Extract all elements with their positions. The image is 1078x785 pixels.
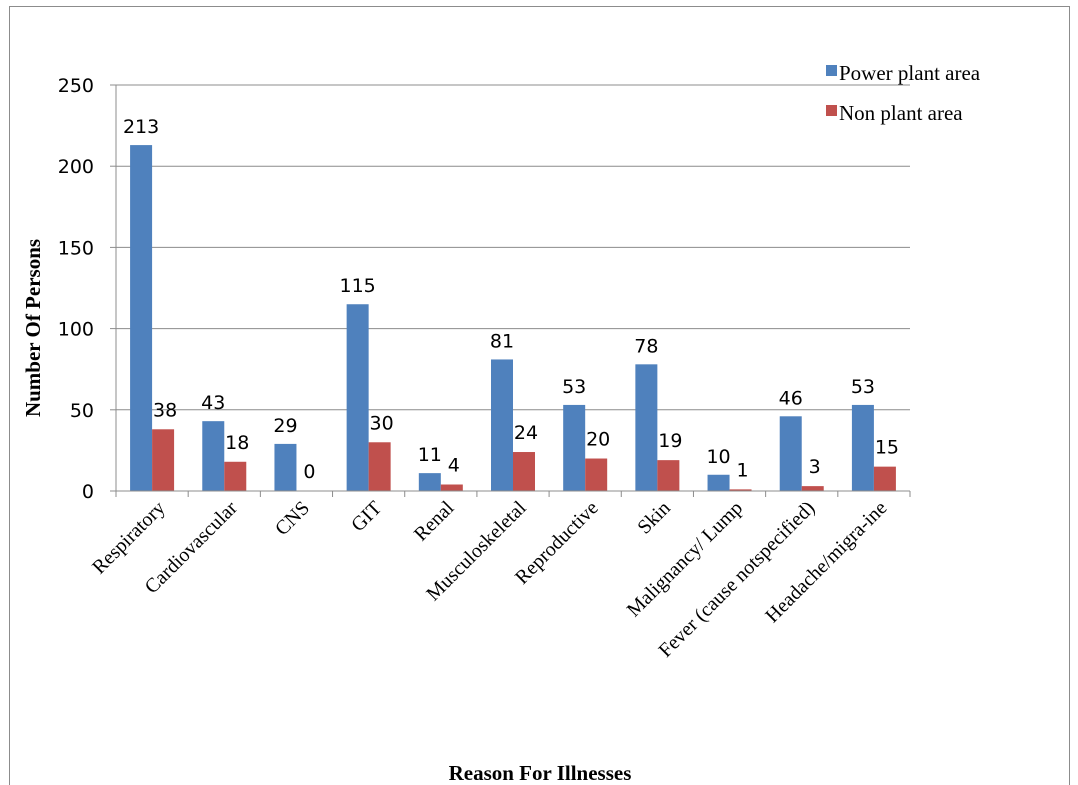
bar-power-plant-area-cardiovascular — [202, 421, 225, 491]
data-label-non-plant-area-renal: 4 — [448, 455, 460, 477]
y-tick-label-250: 250 — [58, 75, 94, 97]
legend: Power plant area Non plant area — [826, 61, 981, 125]
bar-power-plant-area-malignancy-lump — [707, 474, 730, 491]
data-label-power-plant-area-musculoskeletal: 81 — [490, 330, 514, 352]
bar-power-plant-area-musculoskeletal — [491, 359, 513, 491]
data-label-non-plant-area-headache-migra-ine: 15 — [875, 437, 899, 459]
data-label-power-plant-area-fever-cause-notspecified: 46 — [779, 387, 803, 409]
data-label-power-plant-area-malignancy-lump: 10 — [706, 446, 730, 468]
bar-non-plant-area-fever-cause-notspecified — [801, 486, 824, 491]
data-label-non-plant-area-malignancy-lump: 1 — [736, 459, 748, 481]
bars — [130, 145, 896, 491]
y-tick-label-150: 150 — [58, 237, 94, 259]
y-axis-title: Number Of Persons — [21, 239, 45, 417]
legend-swatch-power-plant-area — [826, 65, 837, 76]
chart-frame — [9, 6, 1070, 785]
data-label-non-plant-area-git: 30 — [370, 412, 394, 434]
bar-power-plant-area-skin — [635, 364, 658, 491]
data-label-non-plant-area-respiratory: 38 — [153, 399, 177, 421]
data-label-power-plant-area-cns: 29 — [273, 415, 297, 437]
y-tick-label-200: 200 — [58, 156, 94, 178]
y-tick-label-100: 100 — [58, 319, 94, 341]
data-label-non-plant-area-reproductive: 20 — [586, 429, 610, 451]
data-label-power-plant-area-cardiovascular: 43 — [201, 392, 225, 414]
data-label-power-plant-area-renal: 11 — [418, 444, 442, 466]
bar-non-plant-area-respiratory — [152, 429, 175, 491]
axes — [115, 85, 911, 497]
data-label-non-plant-area-musculoskeletal: 24 — [514, 422, 538, 444]
bar-power-plant-area-respiratory — [130, 145, 153, 491]
bar-non-plant-area-skin — [657, 460, 680, 491]
legend-swatch-non-plant-area — [826, 105, 837, 116]
x-tick-label-skin: Skin — [633, 497, 674, 538]
data-label-power-plant-area-headache-migra-ine: 53 — [851, 376, 875, 398]
bar-non-plant-area-cardiovascular — [224, 461, 247, 491]
bar-power-plant-area-fever-cause-notspecified — [779, 416, 802, 491]
bar-power-plant-area-git — [346, 304, 369, 491]
bar-non-plant-area-renal — [440, 484, 463, 491]
bar-power-plant-area-headache-migra-ine — [851, 404, 874, 491]
y-tick-label-0: 0 — [82, 481, 94, 503]
bar-power-plant-area-cns — [274, 443, 297, 491]
x-axis-title: Reason For Illnesses — [449, 761, 632, 785]
y-tick-labels: 0 50 100 150 200 250 — [58, 75, 94, 503]
bar-power-plant-area-reproductive — [563, 404, 586, 491]
bar-power-plant-area-renal — [418, 473, 441, 491]
bar-non-plant-area-malignancy-lump — [729, 489, 752, 491]
x-tick-label-git: GIT — [347, 497, 386, 536]
data-label-non-plant-area-cardiovascular: 18 — [225, 432, 249, 454]
legend-label-power-plant-area: Power plant area — [839, 61, 981, 85]
data-label-power-plant-area-respiratory: 213 — [123, 116, 159, 138]
x-tick-label-renal: Renal — [410, 497, 459, 546]
data-label-power-plant-area-reproductive: 53 — [562, 376, 586, 398]
data-label-non-plant-area-skin: 19 — [658, 430, 682, 452]
x-tick-label-headache-migra-ine: Headache/migra-ine — [761, 497, 891, 627]
x-tick-label-cns: CNS — [271, 497, 314, 540]
data-label-non-plant-area-cns: 0 — [303, 461, 315, 483]
bar-non-plant-area-headache-migra-ine — [873, 466, 896, 491]
data-label-power-plant-area-git: 115 — [340, 275, 376, 297]
y-tick-label-50: 50 — [70, 400, 94, 422]
bar-non-plant-area-git — [368, 442, 391, 491]
bar-non-plant-area-reproductive — [585, 458, 608, 491]
legend-label-non-plant-area: Non plant area — [839, 101, 963, 125]
data-label-power-plant-area-skin: 78 — [634, 335, 658, 357]
data-label-non-plant-area-fever-cause-notspecified: 3 — [809, 456, 821, 478]
bar-non-plant-area-musculoskeletal — [513, 452, 535, 491]
